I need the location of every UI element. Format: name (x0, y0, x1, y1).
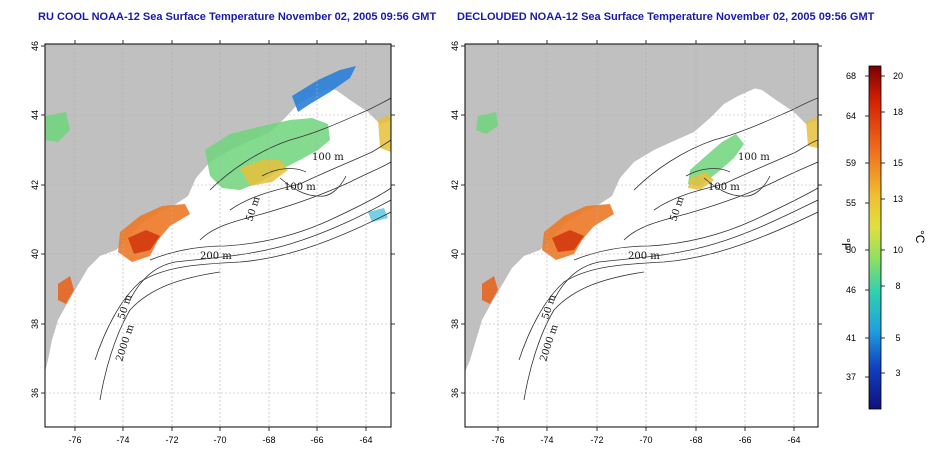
right-map-land (465, 44, 818, 372)
right-map-sst-nj-warm (552, 230, 584, 252)
fahrenheit-tick-label: 59 (846, 158, 856, 168)
celsius-tick-label: 20 (893, 71, 903, 81)
celsius-tick-label: 3 (895, 368, 900, 378)
right-map-sst-gulf-maine-warm (688, 172, 714, 190)
lon-tick-label: -70 (639, 435, 652, 445)
fahrenheit-tick-label: 46 (846, 285, 856, 295)
celsius-tick-label: 8 (895, 281, 900, 291)
temperature-colorbar: 68 64 59 55 50 46 41 37 20 18 15 13 10 8 5 3 °F °C (839, 65, 927, 410)
lat-tick-label: 42 (450, 180, 460, 190)
celsius-tick-label: 18 (893, 107, 903, 117)
lon-tick-label: -66 (738, 435, 751, 445)
left-contour-label-4: 200 m (200, 251, 232, 262)
right-map-frame (464, 43, 819, 428)
right-map-title: DECLOUDED NOAA-12 Sea Surface Temperatur… (457, 11, 875, 23)
fahrenheit-tick-label: 68 (846, 71, 856, 81)
fahrenheit-tick-label: 64 (846, 111, 856, 121)
left-map-sst-gulf-maine-warm (240, 160, 288, 186)
lat-tick-label: 46 (450, 41, 460, 51)
right-map-sst-nova-scotia (476, 112, 498, 134)
lon-tick-label: -74 (116, 435, 129, 445)
fahrenheit-tick-label: 37 (846, 372, 856, 382)
lon-tick-label: -68 (262, 435, 275, 445)
lon-tick-label: -64 (359, 435, 372, 445)
left-map-bathymetry-contours (94, 97, 391, 401)
lat-tick-label: 44 (30, 110, 40, 120)
right-contour-label-2: 100 m (708, 182, 740, 193)
right-map-sst-east-warm (806, 116, 818, 148)
lon-tick-label: -66 (310, 435, 323, 445)
lon-tick-label: -76 (491, 435, 504, 445)
lon-tick-label: -76 (68, 435, 81, 445)
right-contour-label-1: 100 m (738, 152, 770, 163)
colorbar-ticks: 68 64 59 55 50 46 41 37 20 18 15 13 10 8 5 3 (846, 71, 903, 382)
fahrenheit-tick-label: 55 (846, 198, 856, 208)
left-map-grid (45, 44, 391, 427)
lat-tick-label: 46 (30, 41, 40, 51)
right-map-ticks: 46 44 42 40 38 36 -76 -74 -72 -70 -68 -66 -64 (450, 40, 822, 445)
right-map-land-maritimes (718, 44, 818, 124)
left-map-ticks: 46 44 42 40 38 36 -76 -74 -72 -70 -68 -66 -64 (30, 40, 395, 445)
celsius-tick-label: 13 (893, 194, 903, 204)
lat-tick-label: 38 (450, 319, 460, 329)
celsius-tick-label: 10 (893, 245, 903, 255)
lon-tick-label: -72 (165, 435, 178, 445)
lat-tick-label: 40 (450, 249, 460, 259)
left-map-title: RU COOL NOAA-12 Sea Surface Temperature … (38, 11, 437, 23)
left-map-sst-nj-warm (128, 230, 160, 254)
lat-tick-label: 40 (30, 249, 40, 259)
lon-tick-label: -64 (787, 435, 800, 445)
left-map-sst-cold-coast (292, 66, 356, 112)
left-map-sst-east (368, 208, 388, 222)
left-map-sst-nova-scotia (45, 112, 70, 142)
left-map-sst-east-warm (378, 114, 391, 152)
lon-tick-label: -70 (213, 435, 226, 445)
colorbar-gradient (868, 65, 882, 410)
right-map-sst-ches (482, 276, 498, 304)
fahrenheit-unit-label: °F (839, 238, 853, 250)
celsius-tick-label: 5 (895, 333, 900, 343)
right-contour-label-4: 200 m (628, 251, 660, 262)
fahrenheit-tick-label: 50 (846, 245, 856, 255)
right-map-sst-gulf-maine (688, 134, 744, 186)
fahrenheit-tick-label: 41 (846, 333, 856, 343)
left-map-land (45, 44, 391, 372)
lon-tick-label: -74 (540, 435, 553, 445)
lon-tick-label: -72 (590, 435, 603, 445)
celsius-unit-label: °C (913, 230, 927, 244)
left-contour-label-1: 100 m (312, 152, 344, 163)
lat-tick-label: 36 (30, 388, 40, 398)
lat-tick-label: 38 (30, 319, 40, 329)
left-map-frame (44, 43, 392, 428)
lat-tick-label: 44 (450, 110, 460, 120)
left-map-sst-ches (58, 276, 74, 304)
lat-tick-label: 36 (450, 388, 460, 398)
left-map-sst-gulf-maine (205, 118, 330, 190)
lat-tick-label: 42 (30, 180, 40, 190)
lon-tick-label: -68 (689, 435, 702, 445)
celsius-tick-label: 15 (893, 158, 903, 168)
left-contour-label-2: 100 m (284, 182, 316, 193)
right-map-grid (465, 44, 818, 427)
